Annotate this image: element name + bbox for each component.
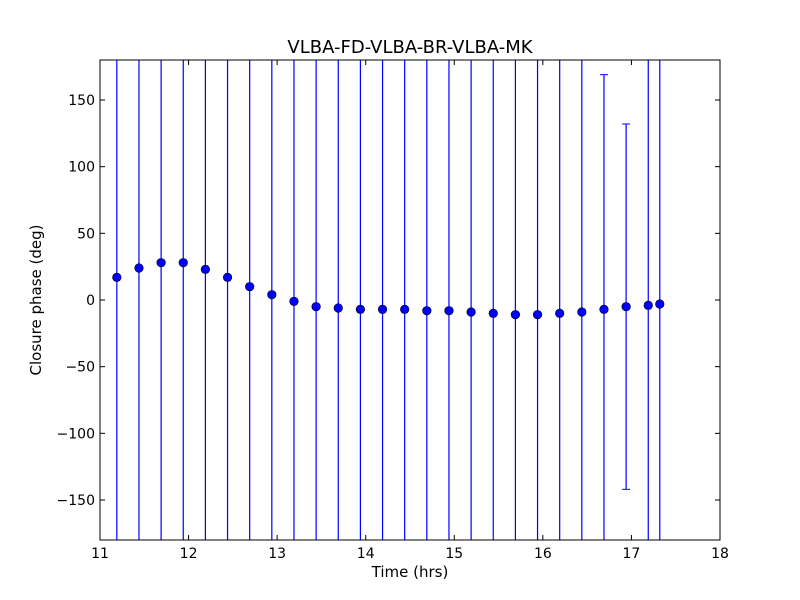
data-point (488, 308, 498, 318)
x-tick-label: 17 (623, 546, 641, 562)
data-point (422, 306, 432, 316)
data-point (577, 307, 587, 317)
x-tick-label: 16 (534, 546, 552, 562)
data-point (621, 302, 631, 312)
data-point (222, 272, 233, 282)
data-point (311, 302, 321, 312)
data-point (333, 303, 343, 313)
y-tick-label: 100 (68, 160, 95, 176)
y-axis-ticks: −150 −100 −50 0 50 100 150 (57, 93, 720, 509)
data-point (178, 258, 188, 268)
data-point (532, 310, 543, 320)
data-point-layer (112, 258, 665, 320)
x-tick-label: 12 (180, 546, 198, 562)
data-point (655, 299, 665, 309)
x-tick-label: 18 (711, 546, 729, 562)
data-point (466, 307, 476, 317)
data-point (377, 304, 388, 314)
data-point (267, 290, 277, 300)
data-point (643, 300, 653, 310)
x-axis-ticks: 11 12 13 14 15 16 17 18 (91, 60, 729, 562)
chart-title: VLBA-FD-VLBA-BR-VLBA-MK (287, 37, 533, 58)
y-tick-label: −100 (57, 426, 95, 442)
data-point (134, 263, 144, 273)
data-point (156, 258, 166, 268)
y-tick-label: 0 (86, 293, 95, 309)
data-point (200, 264, 210, 274)
x-tick-label: 15 (445, 546, 463, 562)
x-tick-label: 13 (268, 546, 286, 562)
data-point (400, 304, 410, 314)
data-point (112, 272, 122, 282)
y-axis-label: Closure phase (deg) (27, 225, 45, 376)
data-point (444, 306, 454, 316)
y-tick-label: 50 (77, 226, 95, 242)
x-tick-label: 14 (357, 546, 375, 562)
data-point (599, 304, 609, 314)
data-point (289, 296, 299, 306)
y-tick-label: 150 (68, 93, 95, 109)
y-tick-label: −50 (65, 360, 95, 376)
x-tick-label: 11 (91, 546, 109, 562)
data-point (245, 282, 255, 292)
data-point (555, 308, 565, 318)
data-point (355, 304, 366, 314)
data-point (510, 310, 521, 320)
x-axis-label: Time (hrs) (371, 563, 449, 581)
y-tick-label: −150 (57, 493, 95, 509)
